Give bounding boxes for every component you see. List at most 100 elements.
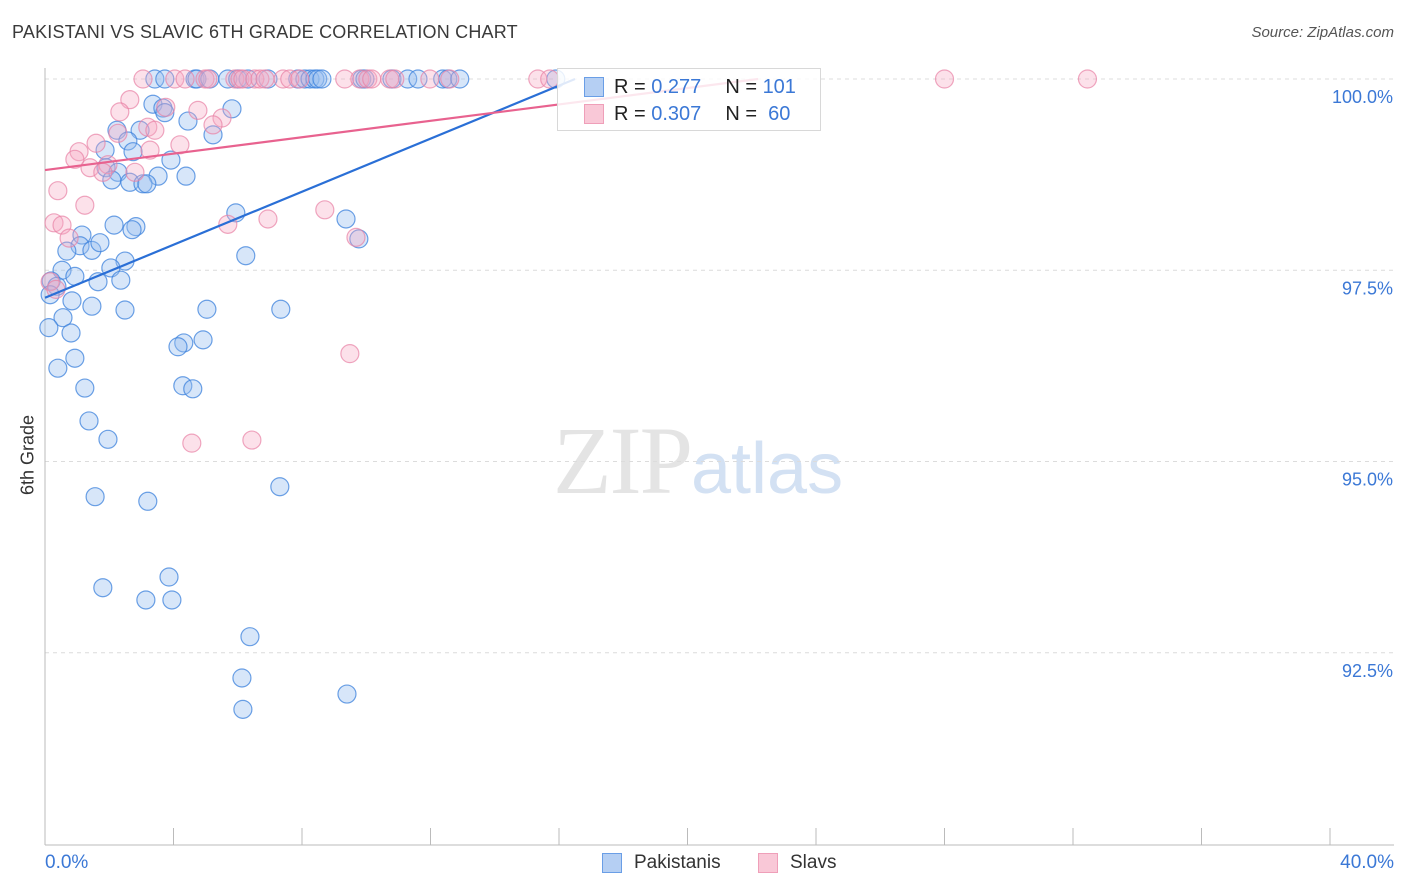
slavs-point <box>380 69 400 89</box>
pakistanis-point <box>183 379 203 399</box>
pakistanis-point <box>159 567 179 587</box>
slavs-point <box>86 133 106 153</box>
pakistanis-point <box>155 69 175 89</box>
pakistanis-point <box>138 491 158 511</box>
slavs-point <box>540 69 560 89</box>
pakistanis-point <box>82 240 102 260</box>
slavs-point <box>273 69 293 89</box>
slavs-point <box>250 69 270 89</box>
slavs-point <box>140 140 160 160</box>
slavs-point <box>290 69 310 89</box>
slavs-point <box>156 97 176 117</box>
x-tick-max: 40.0% <box>1340 852 1394 873</box>
slavs-point <box>65 149 85 169</box>
slavs-point <box>245 69 265 89</box>
pakistanis-point <box>61 323 81 343</box>
slavs-point <box>315 200 335 220</box>
slavs-point <box>362 69 382 89</box>
y-tick-label: 95.0% <box>1342 470 1393 490</box>
pakistanis-swatch <box>584 77 604 97</box>
pakistanis-point <box>240 627 260 647</box>
slavs-point <box>340 344 360 364</box>
y-tick-label: 92.5% <box>1342 661 1393 681</box>
pakistanis-point <box>162 590 182 610</box>
pakistanis-point <box>39 318 59 338</box>
r-value: 0.307 <box>651 102 702 125</box>
slavs-point <box>280 69 300 89</box>
pakistanis-point <box>79 411 99 431</box>
pakistanis-point <box>98 429 118 449</box>
y-tick-label: 100.0% <box>1332 87 1393 107</box>
r-label: R = <box>614 102 646 125</box>
chart-title: PAKISTANI VS SLAVIC 6TH GRADE CORRELATIO… <box>12 22 518 42</box>
pakistanis-point <box>168 337 188 357</box>
pakistanis-point <box>197 299 217 319</box>
slavs-point <box>145 120 165 140</box>
slavs-point <box>934 69 955 89</box>
watermark-atlas: atlas <box>691 429 844 509</box>
n-value: 60 <box>768 102 791 125</box>
n-value: 101 <box>762 75 796 98</box>
pakistanis-point <box>148 166 168 186</box>
pakistanis-point <box>337 684 357 704</box>
y-tick-label: 97.5% <box>1342 278 1393 298</box>
pakistanis-point <box>85 487 105 507</box>
slavs-point <box>188 100 208 120</box>
slavs-point <box>335 69 355 89</box>
stats-legend: R = 0.277 N = 101 R = 0.307 N = 60 <box>557 68 821 131</box>
pakistanis-point <box>232 668 252 688</box>
pakistanis-point <box>65 348 85 368</box>
legend-label: Slavs <box>790 852 837 873</box>
slavs-swatch <box>584 104 604 124</box>
slavs-swatch <box>758 853 778 873</box>
watermark: ZIPatlas <box>553 405 843 516</box>
slavs-point <box>255 69 275 89</box>
pakistanis-point <box>90 233 110 253</box>
pakistanis-point <box>53 308 73 328</box>
pakistanis-point <box>236 246 256 266</box>
slavs-point <box>125 162 145 182</box>
pakistanis-point <box>123 142 143 162</box>
slavs-point <box>242 430 262 450</box>
pakistanis-trend-line <box>44 77 576 299</box>
pakistanis-point <box>136 590 156 610</box>
slavs-point <box>44 213 64 233</box>
slavs-point <box>175 69 195 89</box>
slavs-point <box>225 69 245 89</box>
pakistanis-point <box>93 578 113 598</box>
pakistanis-point <box>233 699 253 719</box>
slavs-point <box>385 69 405 89</box>
slavs-point <box>182 433 202 453</box>
slavs-point <box>420 69 440 89</box>
pakistanis-point <box>155 103 175 123</box>
pakistanis-point <box>62 291 82 311</box>
pakistanis-point <box>336 209 356 229</box>
slavs-point <box>59 228 79 248</box>
slavs-point <box>75 195 95 215</box>
pakistanis-point <box>48 358 68 378</box>
legend-row-slavs: R = 0.307 N = 60 <box>584 101 790 127</box>
slavs-point <box>133 69 153 89</box>
n-label: N = <box>725 102 757 125</box>
watermark-zip: ZIP <box>553 407 693 514</box>
pakistanis-point <box>137 174 157 194</box>
slavs-point <box>1077 69 1098 89</box>
slavs-point <box>440 69 460 89</box>
legend-label: Pakistanis <box>634 852 721 873</box>
n-label: N = <box>725 75 757 98</box>
slavs-point <box>48 181 68 201</box>
pakistanis-point <box>450 69 470 89</box>
pakistanis-point <box>271 299 291 319</box>
pakistanis-point <box>193 330 213 350</box>
pakistanis-point <box>130 120 150 140</box>
pakistanis-point <box>111 270 131 290</box>
pakistanis-swatch <box>602 853 622 873</box>
pakistanis-point <box>178 111 198 131</box>
slavs-point <box>110 102 130 122</box>
r-value: 0.277 <box>651 75 702 98</box>
slavs-point <box>165 69 185 89</box>
pakistanis-point <box>75 378 95 398</box>
legend-item-pakistanis: Pakistanis <box>602 852 721 874</box>
pakistanis-point <box>270 477 290 497</box>
